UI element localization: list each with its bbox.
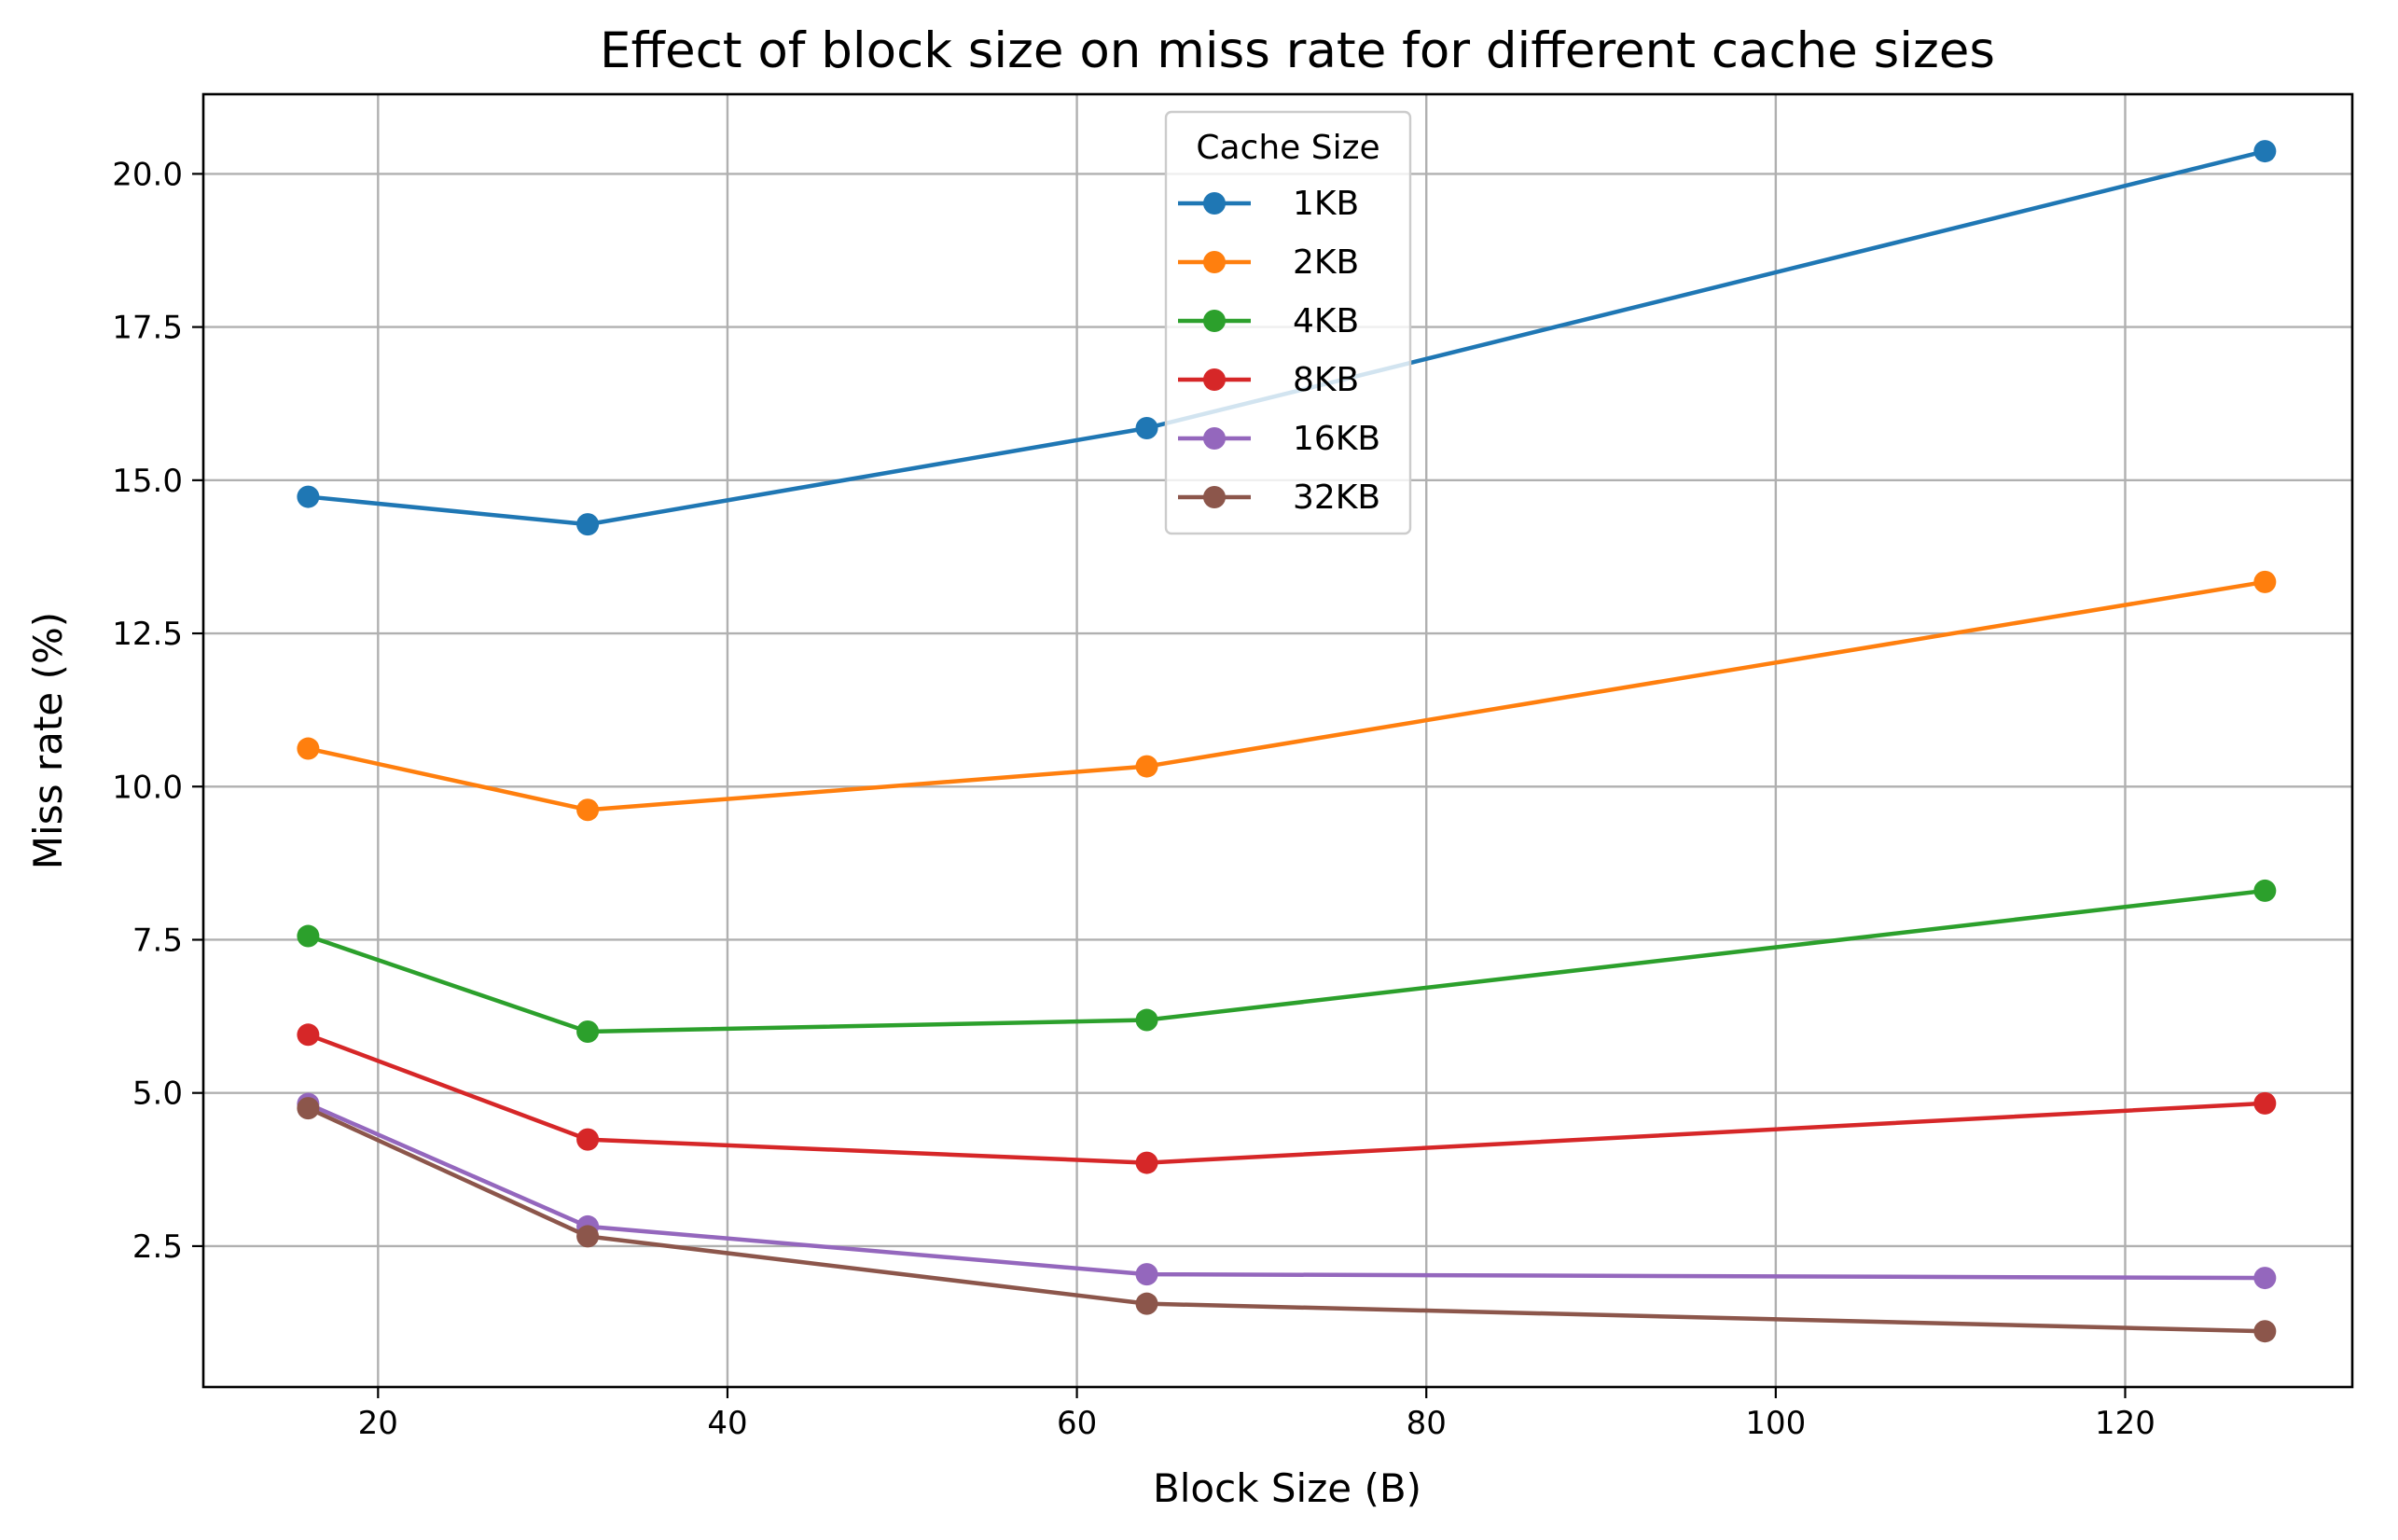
legend-entries: 1KB 2KB 4KB 8KB 16KB 32KB	[1178, 185, 1380, 517]
legend-label: 2KB	[1293, 243, 1359, 282]
x-tick-label: 80	[1407, 1405, 1447, 1442]
data-point	[297, 924, 320, 948]
x-tick-label: 60	[1057, 1405, 1097, 1442]
y-axis-label: Miss rate (%)	[25, 612, 71, 869]
legend-marker	[1203, 368, 1226, 391]
data-point	[1135, 1151, 1158, 1174]
x-axis-ticks: 20 40 60 80 100 120	[358, 1387, 2155, 1442]
series-line	[307, 1033, 2266, 1165]
series-group	[297, 140, 2277, 1343]
series-line	[307, 1106, 2266, 1334]
data-point	[576, 1020, 600, 1044]
legend-entry: 4KB	[1178, 302, 1359, 340]
data-point	[1135, 1263, 1158, 1286]
series-line	[307, 888, 2266, 1034]
legend-entry: 1KB	[1178, 185, 1359, 223]
series-line	[307, 579, 2266, 812]
data-point	[297, 737, 320, 760]
data-point	[2253, 1320, 2277, 1343]
legend-marker	[1203, 251, 1226, 273]
data-point	[2253, 570, 2277, 593]
legend-marker	[1203, 310, 1226, 332]
legend-title: Cache Size	[1196, 129, 1379, 167]
series-2kb	[297, 570, 2277, 822]
data-point	[576, 1225, 600, 1248]
legend-entry: 8KB	[1178, 361, 1359, 399]
y-tick-label: 5.0	[132, 1075, 183, 1113]
y-tick-label: 17.5	[112, 310, 183, 347]
legend-entry: 32KB	[1178, 479, 1380, 517]
data-point	[2253, 1091, 2277, 1115]
legend-entry: 16KB	[1178, 420, 1380, 458]
data-point	[2253, 140, 2277, 163]
series-1kb	[297, 140, 2277, 536]
legend-label: 16KB	[1293, 420, 1380, 458]
legend-box	[1164, 110, 1412, 535]
data-point	[1135, 1292, 1158, 1315]
series-line	[308, 148, 2266, 527]
legend-marker	[1203, 192, 1226, 215]
legend-label: 8KB	[1293, 361, 1359, 399]
data-point	[576, 513, 600, 536]
y-tick-label: 15.0	[112, 463, 183, 500]
x-tick-label: 120	[2095, 1405, 2155, 1442]
series-4kb	[297, 879, 2277, 1044]
series-8kb	[297, 1023, 2277, 1174]
data-point	[1135, 416, 1158, 439]
plot-frame	[201, 92, 2354, 1389]
data-point	[2253, 1267, 2277, 1290]
y-tick-label: 7.5	[132, 922, 183, 959]
series-line	[307, 1102, 2266, 1281]
data-point	[576, 798, 600, 822]
legend: Cache Size 1KB 2KB 4KB 8KB 16KB 32KB	[1164, 110, 1412, 535]
legend-entry: 2KB	[1178, 243, 1359, 282]
data-point	[576, 1128, 600, 1151]
data-point	[1135, 755, 1158, 778]
legend-marker	[1203, 486, 1226, 508]
series-32kb	[297, 1097, 2277, 1343]
legend-marker	[1203, 427, 1226, 450]
y-axis-ticks: 2.5 5.0 7.5 10.0 12.5 15.0 17.5 20.0	[112, 156, 203, 1266]
data-point	[297, 1097, 320, 1120]
legend-label: 1KB	[1293, 185, 1359, 223]
y-tick-label: 20.0	[112, 156, 183, 193]
y-tick-label: 2.5	[132, 1228, 183, 1266]
data-point	[297, 1023, 320, 1047]
data-point	[297, 485, 320, 508]
legend-label: 32KB	[1293, 479, 1380, 517]
x-tick-label: 40	[707, 1405, 747, 1442]
legend-label: 4KB	[1293, 302, 1359, 340]
x-tick-label: 20	[358, 1405, 398, 1442]
x-tick-label: 100	[1745, 1405, 1806, 1442]
y-tick-label: 12.5	[112, 616, 183, 653]
chart-title: Effect of block size on miss rate for di…	[600, 22, 1995, 79]
x-axis-label: Block Size (B)	[1153, 1465, 1421, 1511]
data-point	[2253, 879, 2277, 902]
data-point	[1135, 1008, 1158, 1032]
y-tick-label: 10.0	[112, 769, 183, 806]
